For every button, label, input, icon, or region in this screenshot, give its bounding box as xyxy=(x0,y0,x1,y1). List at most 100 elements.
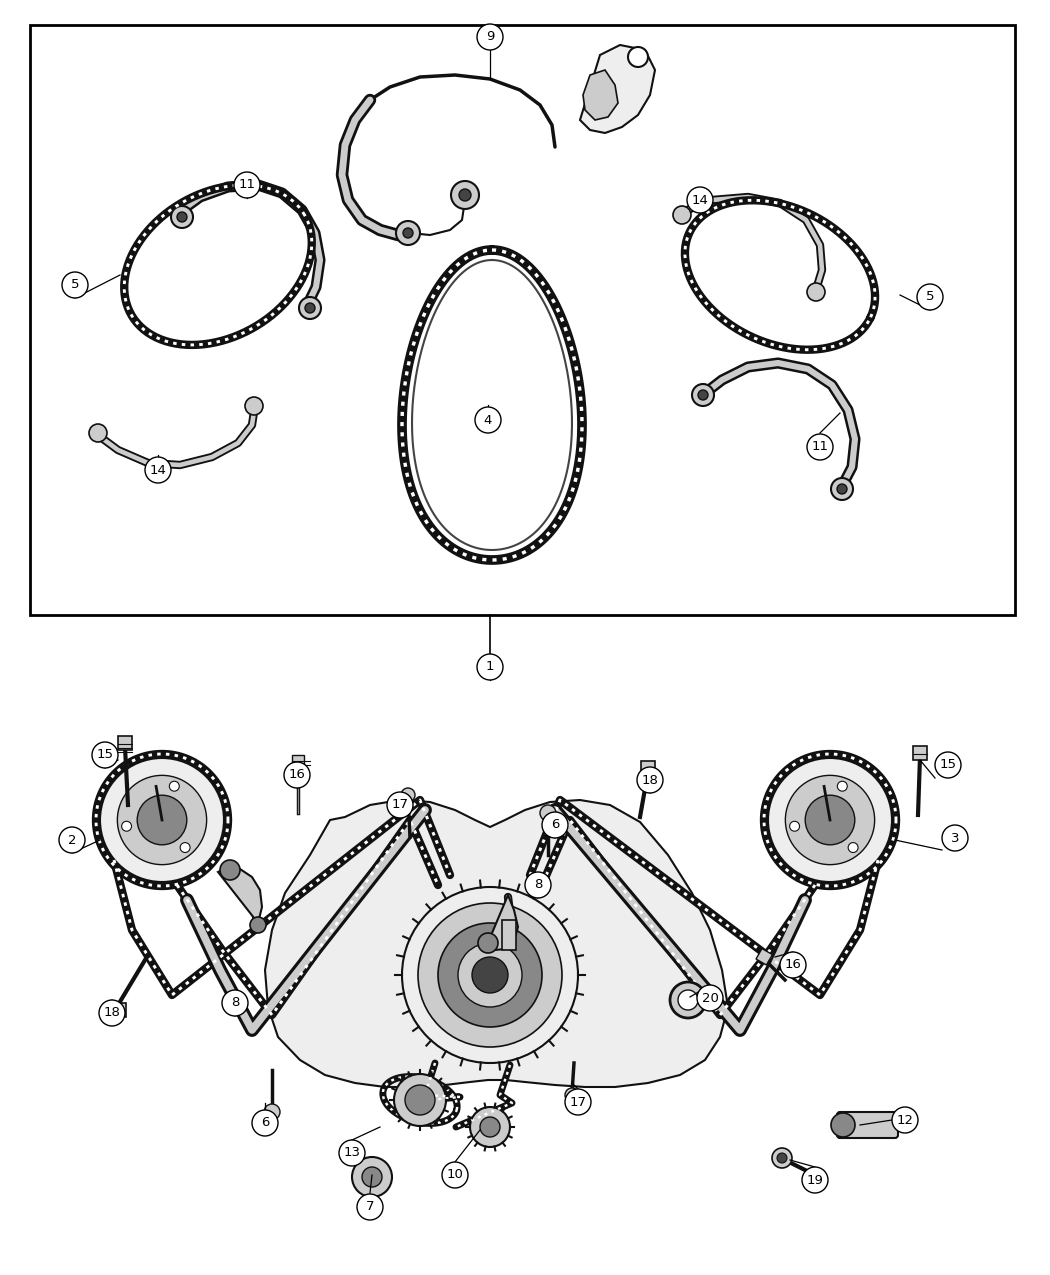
Text: 6: 6 xyxy=(260,1117,269,1130)
Circle shape xyxy=(459,189,471,201)
Circle shape xyxy=(362,1167,382,1187)
Circle shape xyxy=(478,933,498,952)
Circle shape xyxy=(848,843,858,853)
Circle shape xyxy=(785,775,875,864)
Text: 11: 11 xyxy=(238,179,255,191)
Bar xyxy=(502,921,516,950)
Circle shape xyxy=(169,782,180,792)
Text: 20: 20 xyxy=(701,992,718,1005)
Text: 15: 15 xyxy=(940,759,957,771)
Circle shape xyxy=(837,782,847,792)
Circle shape xyxy=(352,1156,392,1197)
Text: 2: 2 xyxy=(68,834,77,847)
Circle shape xyxy=(892,1107,918,1133)
Circle shape xyxy=(452,181,479,209)
Circle shape xyxy=(177,212,187,222)
Circle shape xyxy=(525,872,551,898)
Circle shape xyxy=(942,825,968,850)
Circle shape xyxy=(438,923,542,1026)
Circle shape xyxy=(401,788,415,802)
Circle shape xyxy=(145,456,171,483)
Circle shape xyxy=(470,1107,510,1148)
Text: 6: 6 xyxy=(551,819,560,831)
Circle shape xyxy=(138,796,187,845)
Bar xyxy=(292,755,304,768)
Text: 4: 4 xyxy=(484,413,492,427)
Circle shape xyxy=(234,172,260,198)
Circle shape xyxy=(442,1162,468,1188)
Text: 9: 9 xyxy=(486,31,495,43)
Circle shape xyxy=(357,1193,383,1220)
Text: 18: 18 xyxy=(104,1006,121,1020)
Circle shape xyxy=(637,768,663,793)
Polygon shape xyxy=(218,867,262,923)
Circle shape xyxy=(540,805,557,821)
Circle shape xyxy=(284,762,310,788)
Polygon shape xyxy=(580,45,655,133)
Bar xyxy=(118,736,132,750)
Bar xyxy=(756,949,773,965)
Circle shape xyxy=(772,1148,792,1168)
Circle shape xyxy=(831,478,853,500)
Text: 11: 11 xyxy=(812,440,828,454)
Circle shape xyxy=(396,221,420,245)
Circle shape xyxy=(245,397,262,414)
Circle shape xyxy=(678,989,698,1010)
Polygon shape xyxy=(265,799,728,1088)
Polygon shape xyxy=(487,895,518,950)
Text: 17: 17 xyxy=(569,1095,587,1108)
Circle shape xyxy=(934,752,961,778)
Circle shape xyxy=(222,989,248,1016)
Text: 14: 14 xyxy=(692,194,709,207)
Circle shape xyxy=(304,303,315,312)
Text: 8: 8 xyxy=(533,878,542,891)
Text: 12: 12 xyxy=(897,1113,914,1127)
Circle shape xyxy=(475,407,501,434)
Circle shape xyxy=(220,861,240,880)
Circle shape xyxy=(673,207,691,224)
Circle shape xyxy=(59,827,85,853)
Bar xyxy=(640,761,655,775)
Text: 15: 15 xyxy=(97,748,113,761)
Circle shape xyxy=(99,1000,125,1026)
Circle shape xyxy=(403,228,413,238)
Text: 5: 5 xyxy=(70,278,79,292)
Circle shape xyxy=(387,792,413,819)
Circle shape xyxy=(418,903,562,1047)
Text: 17: 17 xyxy=(392,798,408,811)
Circle shape xyxy=(697,986,723,1011)
Circle shape xyxy=(89,425,107,442)
Circle shape xyxy=(477,24,503,50)
Circle shape xyxy=(480,1117,500,1137)
Text: 16: 16 xyxy=(289,769,306,782)
FancyBboxPatch shape xyxy=(837,1112,898,1139)
Circle shape xyxy=(171,207,193,228)
Circle shape xyxy=(92,742,118,768)
Circle shape xyxy=(802,1167,828,1193)
Circle shape xyxy=(565,1089,591,1116)
Circle shape xyxy=(62,272,88,298)
Circle shape xyxy=(402,887,578,1063)
Polygon shape xyxy=(583,70,618,120)
Circle shape xyxy=(542,812,568,838)
Text: 16: 16 xyxy=(784,959,801,972)
Text: 1: 1 xyxy=(486,660,495,673)
Circle shape xyxy=(768,759,892,882)
Text: 19: 19 xyxy=(806,1173,823,1187)
Circle shape xyxy=(118,775,207,864)
Circle shape xyxy=(252,1111,278,1136)
Circle shape xyxy=(807,283,825,301)
Circle shape xyxy=(831,1113,855,1137)
Circle shape xyxy=(670,982,706,1017)
Text: 10: 10 xyxy=(446,1168,463,1182)
Circle shape xyxy=(780,952,806,978)
Circle shape xyxy=(339,1140,365,1167)
Circle shape xyxy=(698,390,708,400)
Circle shape xyxy=(790,821,799,831)
Circle shape xyxy=(805,796,855,845)
Circle shape xyxy=(394,1074,446,1126)
Circle shape xyxy=(264,1104,280,1119)
Text: 18: 18 xyxy=(642,774,658,787)
Circle shape xyxy=(299,297,321,319)
Circle shape xyxy=(100,759,224,882)
